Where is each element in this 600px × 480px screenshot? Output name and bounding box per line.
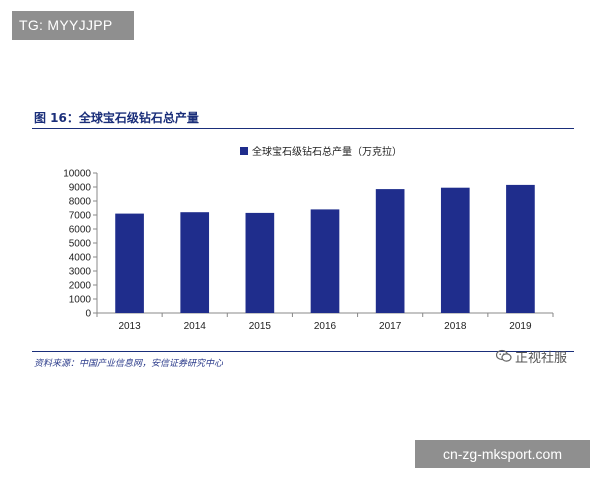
x-tick-label: 2013: [118, 321, 141, 332]
y-tick-label: 7000: [69, 211, 92, 222]
bar: [310, 209, 340, 313]
title-divider: [32, 128, 574, 129]
bar: [115, 213, 144, 313]
bar: [375, 189, 405, 313]
tg-badge: TG: MYYJJPP: [12, 11, 134, 40]
y-tick-label: 9000: [69, 183, 92, 194]
source-note: 资料来源：中国产业信息网，安信证券研究中心: [34, 359, 224, 369]
x-tick-label: 2016: [314, 321, 337, 332]
y-tick-label: 6000: [69, 225, 92, 236]
y-tick-label: 5000: [69, 239, 92, 250]
source-divider: [32, 351, 574, 352]
x-tick-label: 2017: [379, 321, 402, 332]
x-tick-label: 2018: [444, 321, 467, 332]
bar: [506, 184, 535, 313]
x-tick-label: 2015: [249, 321, 272, 332]
watermark: 正视社服: [496, 345, 580, 367]
x-tick-label: 2014: [184, 321, 207, 332]
y-tick-label: 0: [85, 309, 91, 320]
y-tick-label: 2000: [69, 281, 92, 292]
bar: [245, 212, 275, 313]
wechat-icon: [496, 349, 512, 362]
x-tick-label: 2019: [509, 321, 532, 332]
watermark-text: 正视社服: [515, 350, 568, 366]
y-tick-label: 3000: [69, 267, 92, 278]
figure-title: 图 16：全球宝石级钻石总产量: [34, 111, 199, 125]
y-tick-label: 10000: [63, 169, 91, 180]
legend-label: 全球宝石级钻石总产量（万克拉）: [252, 147, 402, 158]
y-tick-label: 4000: [69, 253, 92, 264]
y-tick-label: 1000: [69, 295, 92, 306]
y-tick-label: 8000: [69, 197, 92, 208]
bar: [180, 212, 210, 313]
bar: [440, 187, 470, 313]
legend-swatch: [240, 146, 248, 155]
chart-legend: 全球宝石级钻石总产量（万克拉）: [240, 143, 402, 158]
site-badge: cn-zg-mksport.com: [415, 440, 590, 468]
